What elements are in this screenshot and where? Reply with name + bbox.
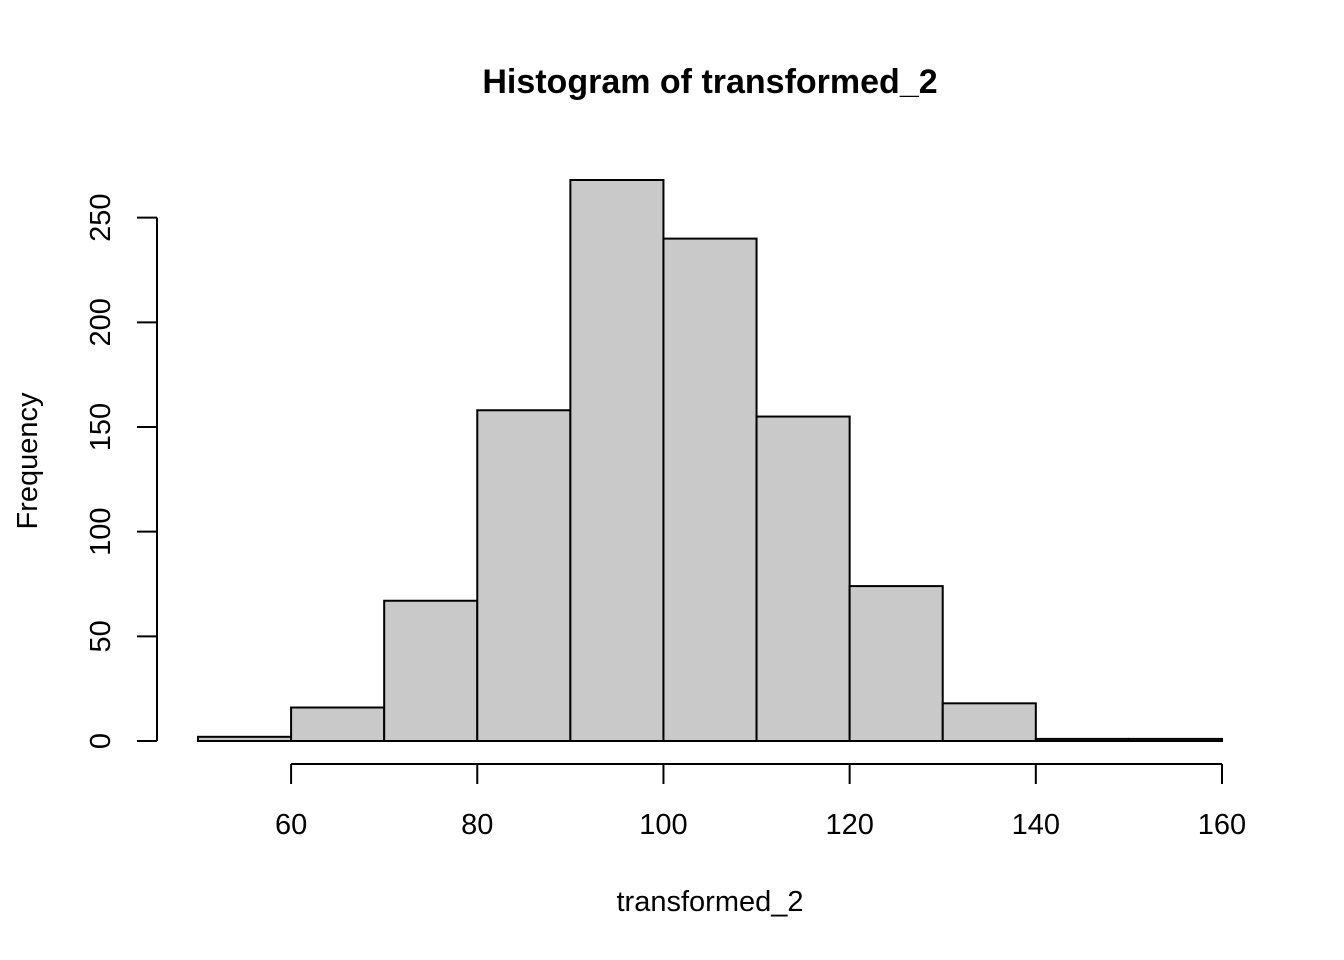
histogram-bar — [662, 237, 758, 742]
histogram-bar — [197, 735, 293, 742]
y-tick-label: 50 — [85, 620, 117, 652]
x-tick-label: 160 — [1198, 809, 1246, 841]
y-tick-label: 100 — [85, 507, 117, 555]
histogram-bar — [755, 415, 851, 742]
x-tick-label: 80 — [461, 809, 493, 841]
x-axis: 60 80 100 120 140 160 — [275, 763, 1246, 841]
y-axis: 0 50 100 150 200 250 — [85, 193, 158, 749]
x-tick-label: 100 — [639, 809, 687, 841]
x-tick-label: 60 — [275, 809, 307, 841]
x-axis-label: transformed_2 — [617, 886, 804, 918]
histogram-bar — [476, 409, 572, 742]
y-tick-label: 200 — [85, 298, 117, 346]
y-axis-label: Frequency — [12, 392, 44, 530]
histogram-bar — [941, 702, 1037, 743]
histogram-bars — [197, 179, 1223, 743]
chart-title: Histogram of transformed_2 — [482, 63, 937, 101]
histogram-bar — [569, 179, 665, 742]
x-tick-label: 120 — [825, 809, 873, 841]
histogram-bar — [1034, 737, 1130, 743]
y-tick-label: 250 — [85, 193, 117, 241]
histogram-bar — [848, 585, 944, 742]
y-tick-label: 150 — [85, 403, 117, 451]
y-tick-label: 0 — [85, 733, 117, 749]
x-tick-label: 140 — [1012, 809, 1060, 841]
histogram-bar — [290, 706, 386, 742]
histogram-bar — [383, 599, 479, 742]
histogram-bar — [1127, 737, 1223, 743]
